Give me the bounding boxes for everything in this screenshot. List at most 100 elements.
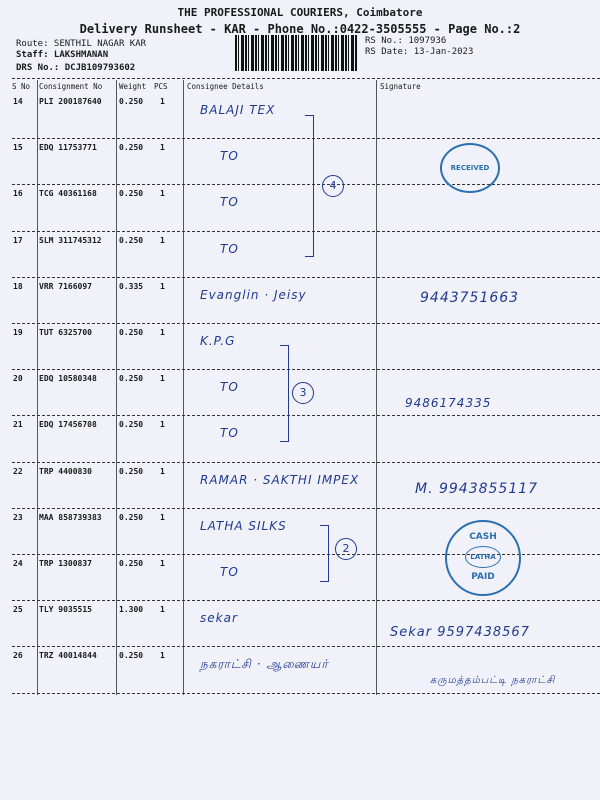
row-consignee: TO: [220, 565, 239, 579]
document-subtitle: Delivery Runsheet - KAR - Phone No.:0422…: [79, 22, 521, 36]
cash-paid-stamp: CASH LATHA PAID: [445, 520, 521, 596]
col-pcs: PCS: [154, 82, 168, 91]
group-mark: 3: [292, 382, 314, 404]
row-weight: 0.335: [119, 281, 144, 291]
column-line: [116, 80, 117, 695]
row-consignee: TO: [220, 426, 239, 441]
row-divider: [12, 415, 600, 417]
row-divider: [12, 692, 600, 694]
row-pcs: 1: [160, 559, 165, 568]
row-sno: 23: [13, 512, 23, 522]
row-divider: [12, 600, 600, 602]
row-consignee: K.P.G: [200, 334, 236, 348]
row-sno: 19: [13, 328, 23, 337]
column-line: [183, 80, 184, 695]
row-pcs: 1: [160, 605, 165, 615]
row-consignment-no: TRP 1300837: [39, 559, 92, 568]
row-divider: [12, 138, 600, 140]
row-consignee: TO: [220, 380, 239, 395]
row-divider: [12, 276, 600, 278]
row-consignee: நகராட்சி · ஆணையர்: [200, 657, 329, 672]
row-consignment-no: TCG 40361168: [39, 189, 97, 199]
row-pcs: 1: [160, 651, 165, 661]
drs-number: DRS No.: DCJB109793602: [16, 63, 136, 73]
row-pcs: 1: [160, 235, 165, 245]
staff: Staff: LAKSHMANAN: [16, 50, 109, 60]
row-divider: [12, 646, 600, 648]
row-weight: 0.250: [119, 235, 144, 245]
document-title: THE PROFESSIONAL COURIERS, Coimbatore: [177, 6, 423, 19]
column-line: [37, 80, 38, 695]
row-consignment-no: TLY 9035515: [39, 605, 92, 615]
row-sno: 18: [13, 281, 23, 291]
row-consignee: Evanglin · Jeisy: [200, 287, 307, 302]
rs-number: RS No.: 1097936: [365, 36, 447, 46]
row-signature: 9486174335: [405, 396, 492, 411]
received-stamp: RECEIVED: [440, 143, 500, 193]
row-pcs: 1: [160, 281, 165, 291]
route: Route: SENTHIL NAGAR KAR: [16, 39, 147, 49]
row-consignment-no: VRR 7166097: [39, 281, 92, 291]
row-weight: 0.250: [119, 97, 144, 106]
row-consignment-no: PLI 200187640: [39, 97, 102, 106]
row-divider: [12, 323, 600, 324]
row-sno: 20: [13, 374, 23, 384]
row-weight: 0.250: [119, 651, 144, 661]
row-sno: 21: [13, 420, 23, 430]
row-pcs: 1: [160, 420, 165, 430]
row-sno: 17: [13, 235, 23, 245]
row-weight: 0.250: [119, 420, 144, 430]
row-pcs: 1: [160, 328, 165, 337]
row-divider: [12, 184, 600, 186]
row-weight: 0.250: [119, 466, 144, 476]
row-weight: 0.250: [119, 143, 144, 153]
row-weight: 0.250: [119, 328, 144, 337]
row-consignment-no: EDQ 10580348: [39, 374, 97, 384]
header-divider: [12, 78, 600, 79]
row-pcs: 1: [160, 512, 165, 522]
row-consignment-no: EDQ 17456708: [39, 420, 97, 430]
row-divider: [12, 461, 600, 463]
row-consignee: BALAJI TEX: [200, 103, 276, 117]
row-consignee: RAMAR · SAKTHI IMPEX: [200, 472, 360, 487]
row-consignee: sekar: [200, 611, 238, 626]
row-sno: 16: [13, 189, 23, 199]
row-pcs: 1: [160, 143, 165, 153]
row-pcs: 1: [160, 189, 165, 199]
row-divider: [12, 507, 600, 509]
row-divider: [12, 369, 600, 371]
row-weight: 0.250: [119, 189, 144, 199]
col-signature: Signature: [380, 82, 421, 91]
group-mark: 4: [322, 175, 344, 197]
row-sno: 25: [13, 605, 23, 615]
row-weight: 0.250: [119, 374, 144, 384]
row-pcs: 1: [160, 466, 165, 476]
row-sno: 24: [13, 559, 23, 568]
barcode: [235, 35, 357, 71]
row-divider: [12, 230, 600, 232]
row-consignment-no: MAA 858739383: [39, 512, 102, 522]
row-sno: 26: [13, 651, 23, 661]
stamp-cash: CASH: [469, 532, 497, 542]
row-consignee: LATHA SILKS: [200, 518, 287, 533]
row-weight: 1.300: [119, 605, 144, 615]
row-weight: 0.250: [119, 559, 144, 568]
col-sno: S No: [12, 82, 31, 91]
row-consignment-no: SLM 311745312: [39, 235, 102, 245]
group-bracket: [305, 115, 314, 257]
row-consignment-no: TRZ 40014844: [39, 651, 97, 661]
row-divider: [12, 554, 600, 555]
col-consignment: Consignment No: [39, 82, 103, 91]
col-consignee: Consignee Details: [187, 82, 264, 91]
group-mark: 2: [335, 538, 357, 560]
row-signature: Sekar 9597438567: [390, 625, 530, 641]
stamp-latha: LATHA: [465, 546, 501, 568]
row-consignee: TO: [220, 195, 239, 210]
group-bracket: [280, 345, 289, 442]
row-sno: 14: [13, 97, 23, 106]
row-consignee: TO: [220, 241, 239, 256]
stamp-paid: PAID: [471, 572, 495, 582]
row-sno: 22: [13, 466, 23, 476]
row-consignment-no: TRP 4400830: [39, 466, 92, 476]
row-weight: 0.250: [119, 512, 144, 522]
